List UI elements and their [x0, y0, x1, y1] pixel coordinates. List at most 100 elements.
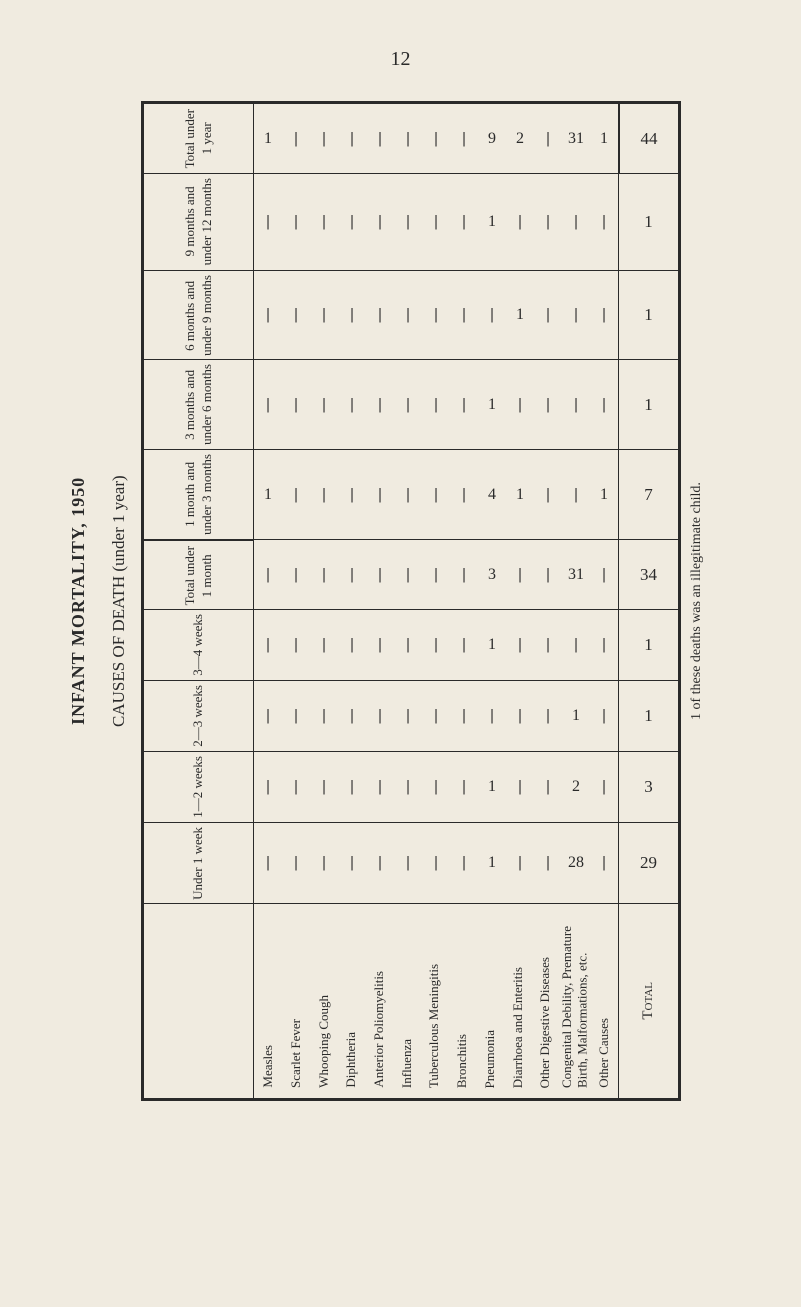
data-cell: | — [310, 566, 338, 584]
data-cell: | — [562, 396, 590, 414]
row-total: 34 — [618, 540, 678, 609]
disease-label: Other Causes — [596, 1018, 612, 1088]
data-cell: | — [534, 778, 562, 796]
total-label: Total — [639, 982, 659, 1020]
row-data: 1|||||||41||1 — [254, 450, 618, 539]
data-cell: 1 — [254, 486, 282, 504]
total-label-cell: Total — [618, 904, 678, 1098]
data-cell: 2 — [506, 130, 534, 148]
data-cell: 4 — [478, 486, 506, 504]
disease-cell: Diarrhoea and Enteritis — [504, 904, 532, 1098]
row-header: 1 month and under 3 months — [144, 450, 254, 539]
data-cell: | — [422, 130, 450, 148]
data-cell: | — [450, 396, 478, 414]
row-data: 1|||||||92|311 — [254, 104, 618, 173]
data-cell: | — [506, 396, 534, 414]
data-cell: | — [282, 213, 310, 231]
data-cell: 28 — [562, 854, 590, 872]
data-cell: 31 — [562, 130, 590, 148]
table-row: 6 months and under 9 months|||||||||1|||… — [144, 271, 678, 361]
data-cell: | — [282, 306, 310, 324]
data-cell: | — [394, 130, 422, 148]
data-cell: | — [338, 707, 366, 725]
row-data: ||||||||1|||| — [254, 610, 618, 680]
data-cell: | — [422, 636, 450, 654]
data-cell: | — [506, 213, 534, 231]
data-cell: | — [282, 566, 310, 584]
data-cell: | — [366, 566, 394, 584]
data-cell: | — [590, 778, 618, 796]
data-cell: | — [422, 707, 450, 725]
data-cell: 1 — [590, 486, 618, 504]
data-cell: | — [282, 778, 310, 796]
data-cell: 1 — [562, 707, 590, 725]
data-cell: 1 — [478, 854, 506, 872]
table-row: Total under 1 month||||||||3||31|34 — [144, 540, 678, 610]
data-cell: | — [310, 130, 338, 148]
row-data: |||||||||1||| — [254, 271, 618, 360]
data-cell: | — [562, 306, 590, 324]
table-row: 1 month and under 3 months1|||||||41||17 — [144, 450, 678, 540]
data-cell: | — [282, 396, 310, 414]
data-cell: | — [338, 854, 366, 872]
data-cell: | — [422, 566, 450, 584]
row-header: 6 months and under 9 months — [144, 271, 254, 360]
data-cell: | — [310, 306, 338, 324]
data-cell: | — [590, 306, 618, 324]
disease-label: Anterior Poliomyelitis — [371, 971, 387, 1088]
row-total: 44 — [618, 104, 678, 173]
disease-cell: Measles — [254, 904, 282, 1098]
data-cell: | — [450, 306, 478, 324]
data-cell: | — [450, 486, 478, 504]
data-cell: 31 — [562, 566, 590, 584]
disease-label: Measles — [260, 1045, 276, 1088]
data-cell: | — [254, 306, 282, 324]
row-total: 29 — [618, 823, 678, 904]
disease-label: Influenza — [399, 1039, 415, 1088]
table-row: Total under 1 year1|||||||92|31144 — [144, 104, 678, 174]
data-cell: | — [394, 306, 422, 324]
row-header: 9 months and under 12 months — [144, 174, 254, 269]
page-number: 12 — [0, 0, 801, 101]
data-cell: 1 — [478, 636, 506, 654]
disease-labels: MeaslesScarlet FeverWhooping CoughDiphth… — [254, 904, 618, 1098]
data-cell: | — [394, 566, 422, 584]
data-cell: | — [338, 213, 366, 231]
data-cell: | — [366, 778, 394, 796]
disease-label: Tuberculous Meningitis — [426, 964, 442, 1088]
data-cell: | — [366, 396, 394, 414]
data-cell: 1 — [254, 130, 282, 148]
data-cell: | — [450, 636, 478, 654]
data-cell: | — [394, 213, 422, 231]
data-cell: | — [590, 566, 618, 584]
data-cell: | — [534, 213, 562, 231]
row-data: ||||||||3||31| — [254, 540, 618, 609]
row-total: 1 — [618, 174, 678, 269]
data-cell: | — [534, 396, 562, 414]
data-cell: | — [394, 854, 422, 872]
disease-cell: Influenza — [393, 904, 421, 1098]
disease-cell: Pneumonia — [476, 904, 504, 1098]
row-header: 1—2 weeks — [144, 752, 254, 822]
data-cell: | — [422, 486, 450, 504]
disease-cell: Tuberculous Meningitis — [420, 904, 448, 1098]
disease-label: Pneumonia — [482, 1030, 498, 1089]
data-cell: | — [338, 396, 366, 414]
data-cell: 1 — [506, 486, 534, 504]
data-cell: 3 — [478, 566, 506, 584]
data-cell: | — [450, 130, 478, 148]
data-cell: | — [394, 707, 422, 725]
disease-cell: Other Causes — [590, 904, 618, 1098]
data-cell: | — [590, 707, 618, 725]
row-total: 1 — [618, 360, 678, 449]
data-cell: | — [422, 778, 450, 796]
data-cell: | — [366, 707, 394, 725]
data-cell: | — [338, 130, 366, 148]
data-cell: | — [562, 636, 590, 654]
data-cell: | — [590, 396, 618, 414]
table-row: 3 months and under 6 months||||||||1||||… — [144, 360, 678, 450]
data-cell: | — [310, 213, 338, 231]
row-header: Total under 1 month — [144, 540, 254, 609]
data-cell: | — [310, 396, 338, 414]
data-cell: | — [422, 854, 450, 872]
